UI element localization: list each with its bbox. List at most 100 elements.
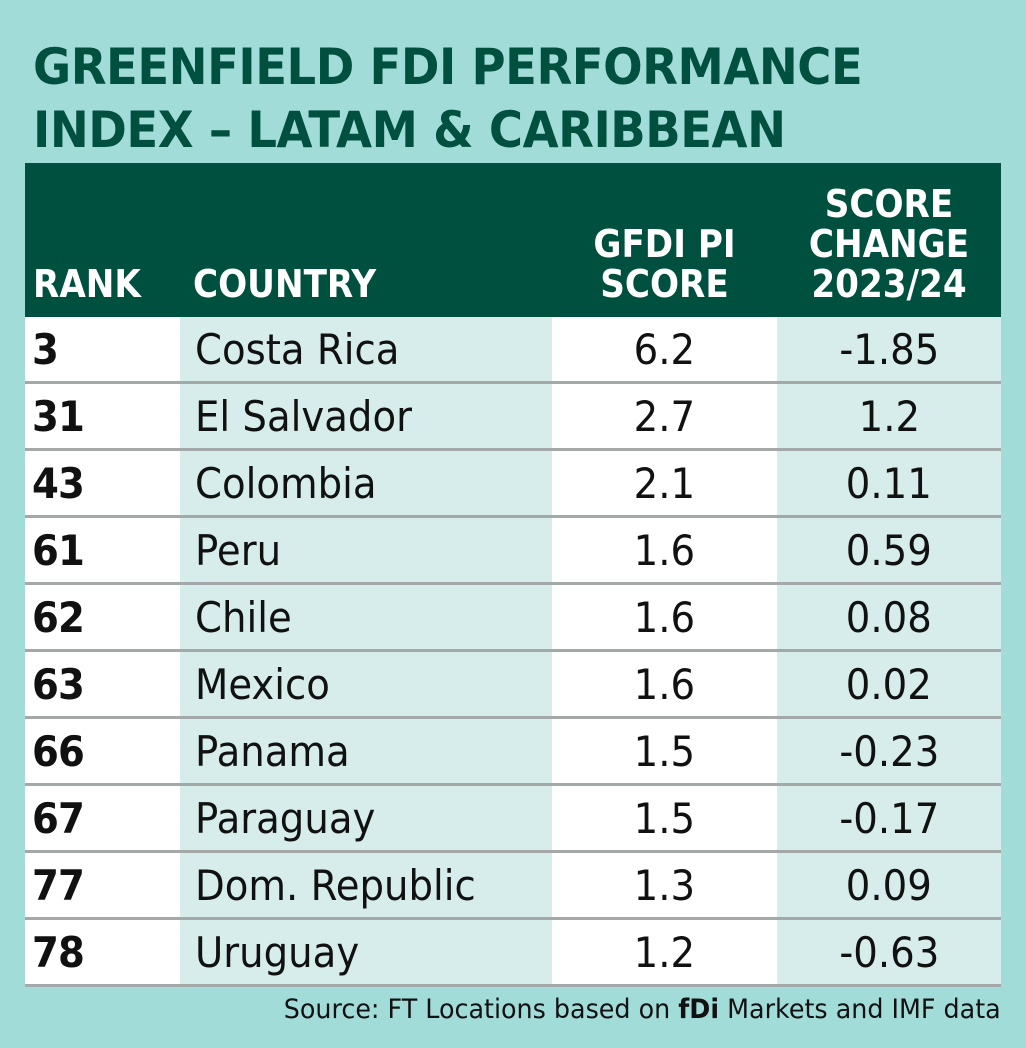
score-cell-text: 1.3: [633, 860, 696, 910]
score-cell: 1.5: [552, 786, 777, 850]
country-cell-text: Dom. Republic: [195, 860, 476, 910]
country-cell-text: Mexico: [195, 659, 330, 709]
rank-cell-text: 62: [32, 592, 85, 642]
score-change-cell: -1.85: [777, 317, 1001, 381]
page-title: GREENFIELD FDI PERFORMANCE INDEX – LATAM…: [33, 36, 863, 162]
score-change-cell-text: -0.63: [839, 927, 939, 977]
score-change-cell-text: -1.85: [839, 324, 939, 374]
score-cell-text: 1.6: [633, 525, 696, 575]
score-cell: 1.6: [552, 652, 777, 716]
column-header-score-line-1: GFDI PI: [593, 222, 736, 266]
score-change-cell-text: 0.59: [845, 525, 933, 575]
column-header-change-line-2: CHANGE: [808, 222, 970, 266]
score-cell: 1.5: [552, 719, 777, 783]
score-cell: 1.6: [552, 585, 777, 649]
country-cell-text: Chile: [195, 592, 292, 642]
score-cell-text: 1.5: [633, 726, 696, 776]
title-line-2: INDEX – LATAM & CARIBBEAN: [33, 101, 786, 159]
rank-cell-text: 3: [32, 324, 59, 374]
column-header-country-label: COUNTRY: [193, 262, 377, 306]
country-cell: Mexico: [180, 652, 552, 716]
country-cell: Uruguay: [180, 920, 552, 984]
score-change-cell: -0.23: [777, 719, 1001, 783]
country-cell-text: Colombia: [195, 458, 377, 508]
rank-cell-text: 43: [32, 458, 85, 508]
rank-cell: 66: [25, 719, 180, 783]
ranking-table: RANK COUNTRY GFDI PI SCORE SCORE CHANGE …: [25, 163, 1001, 987]
rank-cell-text: 63: [32, 659, 85, 709]
score-change-cell: 0.11: [777, 451, 1001, 515]
score-change-cell-text: -0.17: [839, 793, 939, 843]
table-row: 31 El Salvador 2.7 1.2: [25, 384, 1001, 451]
score-change-cell: 0.59: [777, 518, 1001, 582]
score-change-cell-text: 0.08: [845, 592, 933, 642]
country-cell: Peru: [180, 518, 552, 582]
score-change-cell-text: 0.09: [845, 860, 933, 910]
country-cell-text: Peru: [195, 525, 282, 575]
rank-cell-text: 77: [32, 860, 85, 910]
column-header-score-line-2: SCORE: [600, 262, 729, 306]
country-cell-text: El Salvador: [195, 391, 412, 441]
country-cell: Chile: [180, 585, 552, 649]
rank-cell-text: 66: [32, 726, 85, 776]
rank-cell: 67: [25, 786, 180, 850]
source-note: Source: FT Locations based on fDi Market…: [284, 994, 1001, 1025]
country-cell: Costa Rica: [180, 317, 552, 381]
score-cell: 1.2: [552, 920, 777, 984]
score-change-cell-text: 1.2: [858, 391, 920, 441]
country-cell-text: Panama: [195, 726, 350, 776]
score-cell: 6.2: [552, 317, 777, 381]
country-cell-text: Costa Rica: [195, 324, 400, 374]
column-header-change-line-1: SCORE: [824, 182, 954, 226]
rank-cell: 43: [25, 451, 180, 515]
rank-cell-text: 31: [32, 391, 85, 441]
score-cell-text: 1.5: [633, 793, 696, 843]
table-body: 3 Costa Rica 6.2 -1.85 31 El Salvador 2.7 1.2 43…: [25, 317, 1001, 987]
rank-cell: 77: [25, 853, 180, 917]
column-header-score: GFDI PI SCORE: [563, 224, 766, 304]
score-change-cell-text: 0.11: [845, 458, 933, 508]
column-header-change: SCORE CHANGE 2023/24: [788, 184, 990, 304]
score-cell-text: 2.1: [633, 458, 696, 508]
country-cell-text: Paraguay: [195, 793, 376, 843]
score-change-cell: 0.09: [777, 853, 1001, 917]
country-cell: Colombia: [180, 451, 552, 515]
column-header-country: COUNTRY: [193, 264, 376, 304]
table-row: 67 Paraguay 1.5 -0.17: [25, 786, 1001, 853]
column-header-rank: RANK: [33, 264, 141, 304]
country-cell: Dom. Republic: [180, 853, 552, 917]
rank-cell-text: 78: [32, 927, 85, 977]
score-cell-text: 6.2: [633, 324, 696, 374]
score-change-cell: 0.02: [777, 652, 1001, 716]
score-cell-text: 2.7: [633, 391, 696, 441]
table-row: 61 Peru 1.6 0.59: [25, 518, 1001, 585]
rank-cell-text: 61: [32, 525, 85, 575]
score-cell-text: 1.2: [633, 927, 696, 977]
column-header-rank-label: RANK: [33, 262, 141, 306]
column-header-change-line-3: 2023/24: [811, 262, 967, 306]
score-change-cell: 1.2: [777, 384, 1001, 448]
table-header: RANK COUNTRY GFDI PI SCORE SCORE CHANGE …: [25, 163, 1001, 317]
score-change-cell: -0.17: [777, 786, 1001, 850]
rank-cell: 61: [25, 518, 180, 582]
table-row: 77 Dom. Republic 1.3 0.09: [25, 853, 1001, 920]
table-row: 66 Panama 1.5 -0.23: [25, 719, 1001, 786]
country-cell-text: Uruguay: [195, 927, 360, 977]
score-cell: 1.3: [552, 853, 777, 917]
score-change-cell-text: -0.23: [839, 726, 939, 776]
rank-cell: 63: [25, 652, 180, 716]
source-prefix: Source: FT Locations based on: [284, 994, 679, 1025]
table-row: 62 Chile 1.6 0.08: [25, 585, 1001, 652]
country-cell: El Salvador: [180, 384, 552, 448]
table-row: 63 Mexico 1.6 0.02: [25, 652, 1001, 719]
source-brand: fDi: [678, 994, 720, 1025]
rank-cell: 78: [25, 920, 180, 984]
rank-cell: 3: [25, 317, 180, 381]
country-cell: Paraguay: [180, 786, 552, 850]
table-row: 43 Colombia 2.1 0.11: [25, 451, 1001, 518]
table-row: 78 Uruguay 1.2 -0.63: [25, 920, 1001, 987]
score-change-cell: -0.63: [777, 920, 1001, 984]
score-change-cell: 0.08: [777, 585, 1001, 649]
score-cell: 1.6: [552, 518, 777, 582]
source-suffix: Markets and IMF data: [719, 994, 1001, 1025]
